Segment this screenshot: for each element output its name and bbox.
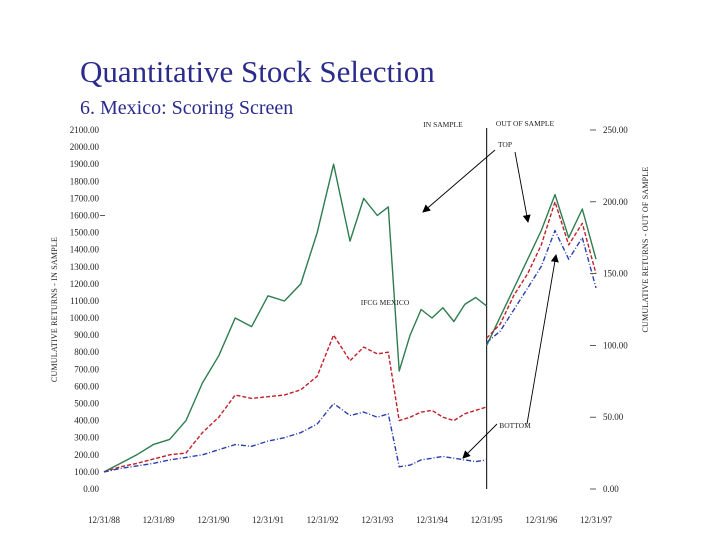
x-tick-label: 12/31/96	[525, 515, 558, 525]
y-tick-right-label: 50.00	[603, 412, 624, 422]
y-tick-left-label: 600.00	[74, 381, 99, 391]
arrow-top-in-sample	[422, 149, 496, 213]
y-axis-right-label: CUMULATIVE RETURNS - OUT OF SAMPLE	[641, 167, 650, 333]
y-tick-right-label: 0.00	[603, 484, 619, 494]
y-tick-left-label: 1500.00	[70, 228, 100, 238]
y-tick-left-label: 1100.00	[70, 296, 99, 306]
x-tick-label: 12/31/93	[361, 515, 394, 525]
arrow-bottom-out-of-sample	[526, 254, 559, 425]
annotation-ifcg-mexico: IFCG MEXICO	[361, 298, 410, 307]
y-tick-left-label: 2000.00	[70, 142, 100, 152]
y-tick-left-label: 800.00	[74, 347, 99, 357]
y-tick-right-label: 200.00	[603, 197, 628, 207]
x-tick-label: 12/31/97	[580, 515, 613, 525]
y-tick-right-label: 150.00	[603, 269, 628, 279]
y-tick-left-label: 200.00	[74, 450, 99, 460]
arrow-bottom-in-sample	[462, 423, 498, 459]
x-tick-label: 12/31/91	[252, 515, 284, 525]
y-tick-left-label: 1000.00	[70, 313, 100, 323]
series-line-out-of-sample-ifcg-mexico	[486, 201, 597, 339]
x-tick-label: 12/31/90	[197, 515, 230, 525]
y-tick-left-label: 1200.00	[70, 279, 100, 289]
annotation-bottom: BOTTOM	[499, 421, 531, 430]
y-tick-left-label: 2100.00	[70, 125, 100, 135]
x-tick-label: 12/31/88	[88, 515, 121, 525]
series-line-in-sample-ifcg-mexico	[103, 334, 487, 473]
y-tick-left-label: 1600.00	[70, 210, 100, 220]
y-tick-left-label: 100.00	[74, 467, 99, 477]
slide-subtitle: 6. Mexico: Scoring Screen	[80, 97, 294, 119]
slide-title: Quantitative Stock Selection	[80, 54, 435, 89]
x-tick-label: 12/31/94	[416, 515, 449, 525]
x-tick-label: 12/31/95	[471, 515, 504, 525]
y-tick-left-label: 700.00	[74, 364, 99, 374]
series-line-out-of-sample-bottom	[486, 229, 597, 344]
y-tick-left-label: 300.00	[74, 433, 99, 443]
y-axis-left-label: CUMULATIVE RETURNS - IN SAMPLE	[50, 237, 59, 382]
y-tick-left-label: 1400.00	[70, 245, 100, 255]
arrow-top-out-of-sample	[514, 151, 531, 223]
y-tick-left-label: 1800.00	[70, 176, 100, 186]
annotation-top: TOP	[498, 140, 512, 149]
y-tick-left-label: 1300.00	[70, 262, 100, 272]
y-tick-right-label: 250.00	[603, 125, 628, 135]
series-line-out-of-sample-top	[486, 193, 597, 346]
x-tick-label: 12/31/92	[307, 515, 339, 525]
y-tick-left-label: 1900.00	[70, 159, 100, 169]
y-tick-left-label: 1700.00	[70, 193, 100, 203]
annotation-out-of-sample: OUT OF SAMPLE	[496, 119, 555, 128]
y-tick-left-label: 0.00	[83, 484, 99, 494]
series-line-in-sample-bottom	[103, 402, 487, 473]
y-tick-right-label: 100.00	[603, 340, 628, 350]
y-tick-left-label: 500.00	[74, 399, 99, 409]
annotation-in-sample: IN SAMPLE	[423, 120, 463, 129]
y-tick-left-label: 400.00	[74, 416, 99, 426]
series-line-in-sample-top	[103, 163, 488, 473]
y-tick-left-label: 900.00	[74, 330, 99, 340]
x-tick-label: 12/31/89	[143, 515, 176, 525]
